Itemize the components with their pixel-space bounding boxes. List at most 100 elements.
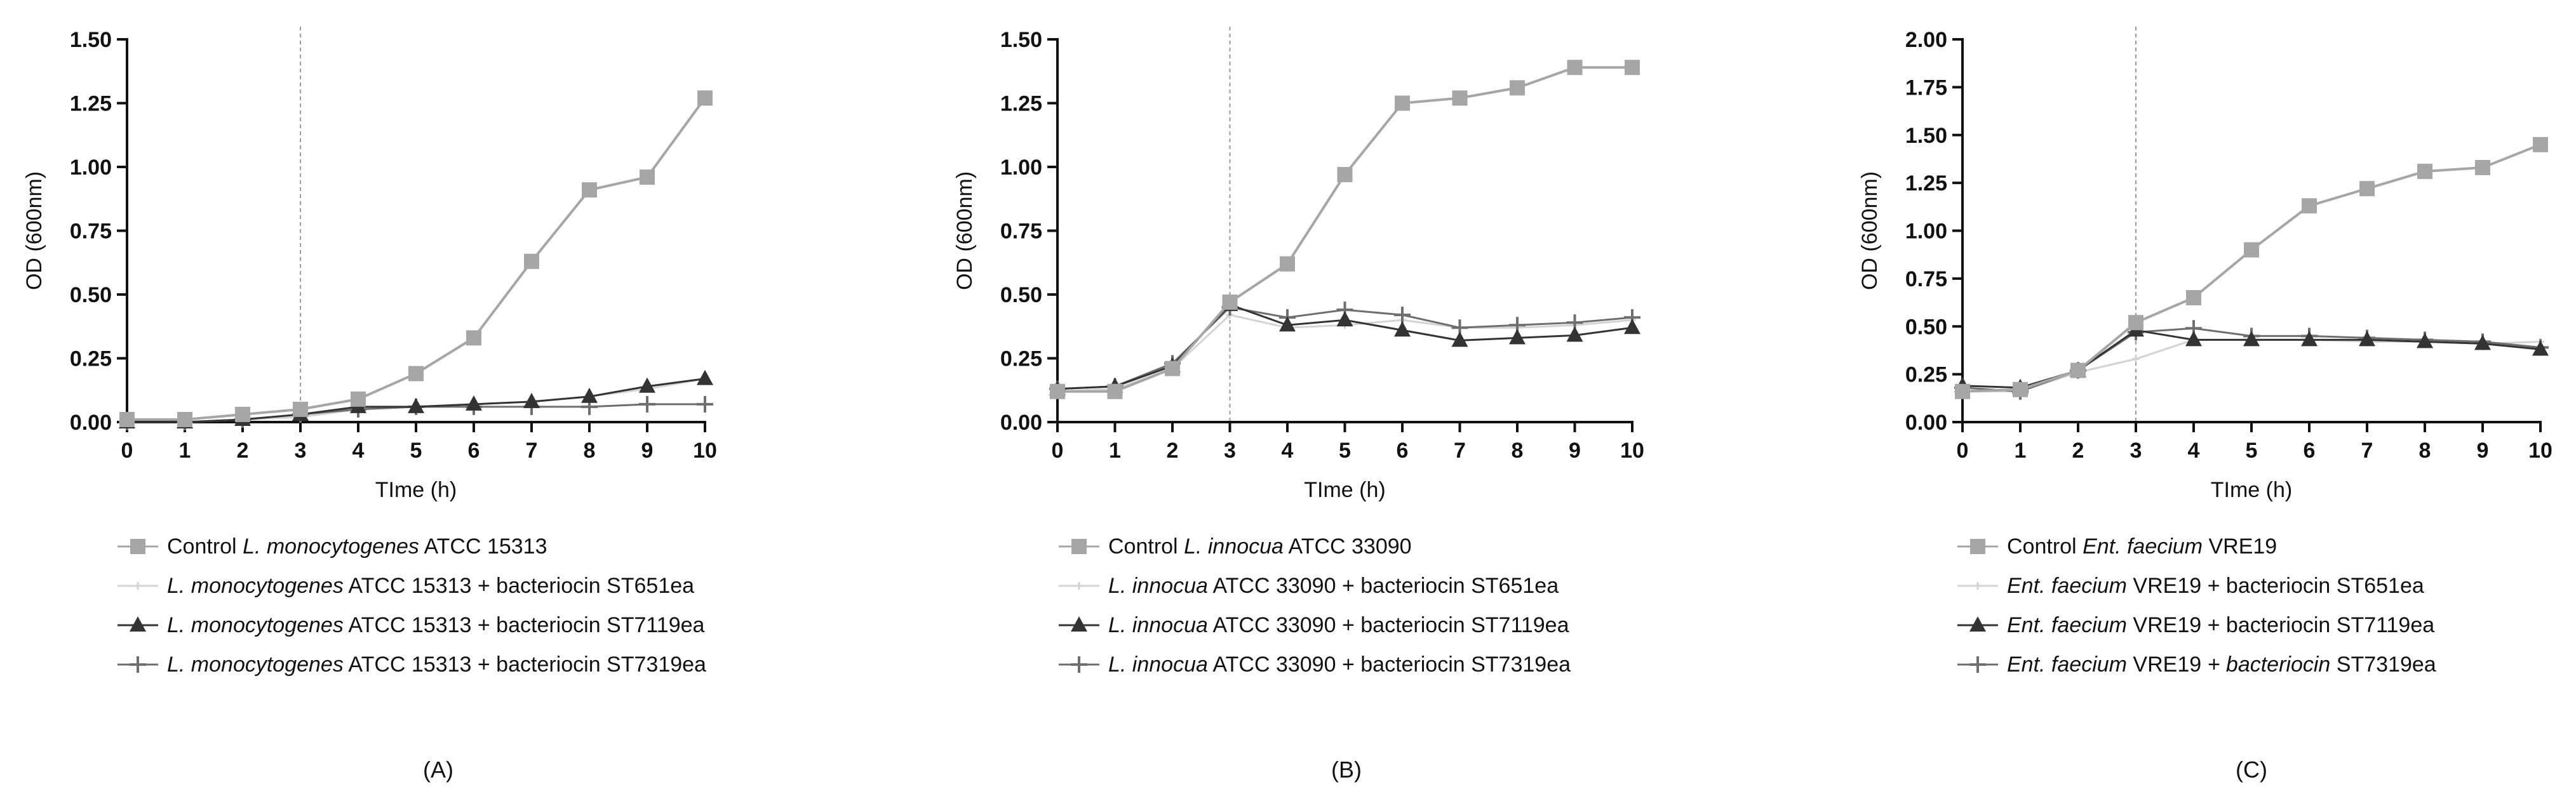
data-point-st7119ea bbox=[697, 369, 713, 385]
x-tick-label: 4 bbox=[352, 439, 365, 463]
data-point-st7119ea bbox=[1336, 311, 1353, 327]
x-tick-label: 2 bbox=[237, 439, 249, 463]
x-tick-label: 2 bbox=[1167, 439, 1179, 463]
legend-marker-control bbox=[130, 539, 145, 554]
legend-species: L. monocytogenes bbox=[167, 574, 344, 598]
legend-suffix: ATCC 33090 bbox=[1284, 534, 1412, 559]
data-point-control bbox=[1165, 361, 1180, 376]
x-tick-label: 3 bbox=[1224, 439, 1236, 463]
legend-entry-st7319ea: Ent. faecium VRE19 + bacteriocin ST7319e… bbox=[2007, 652, 2436, 677]
data-point-control bbox=[1222, 295, 1238, 310]
data-point-control bbox=[2417, 164, 2432, 180]
y-tick-label: 1.50 bbox=[1905, 124, 1947, 148]
y-tick-label: 0.50 bbox=[1000, 283, 1042, 307]
legend-entry-control: Control Ent. faecium VRE19 bbox=[2007, 534, 2277, 559]
legend-marker-st7319ea bbox=[1969, 656, 1986, 673]
data-point-control bbox=[1567, 60, 1583, 76]
panel-label: (B) bbox=[1331, 757, 1362, 783]
x-tick-label: 1 bbox=[2015, 439, 2027, 463]
legend-suffix: VRE19 bbox=[2127, 652, 2201, 677]
data-point-st7119ea bbox=[2532, 340, 2549, 356]
x-tick-label: 2 bbox=[2072, 439, 2084, 463]
legend-entry-st7119ea: Ent. faecium VRE19 + bacteriocin ST7119e… bbox=[2007, 613, 2434, 637]
legend-species: L. innocua bbox=[1108, 613, 1208, 637]
legend-suffix: ATCC 33090 + bacteriocin ST7119ea bbox=[1208, 613, 1569, 637]
x-tick-label: 3 bbox=[2130, 439, 2142, 463]
legend-suffix: VRE19 + bacteriocin ST651ea bbox=[2127, 574, 2424, 598]
data-point-control bbox=[466, 330, 481, 346]
data-point-control bbox=[1337, 167, 1353, 183]
data-point-st7319ea bbox=[1394, 307, 1411, 324]
y-tick-label: 2.00 bbox=[1905, 28, 1947, 52]
x-tick-label: 3 bbox=[295, 439, 307, 463]
x-tick-label: 7 bbox=[526, 439, 538, 463]
legend-entry-st651ea: L. innocua ATCC 33090 + bacteriocin ST65… bbox=[1108, 574, 1559, 598]
legend-prefix: Control bbox=[167, 534, 243, 559]
x-tick-label: 9 bbox=[1569, 439, 1581, 463]
y-tick-label: 1.75 bbox=[1905, 76, 1947, 100]
x-tick-label: 6 bbox=[2304, 439, 2316, 463]
data-point-control bbox=[2533, 136, 2548, 152]
x-tick-label: 8 bbox=[2419, 439, 2431, 463]
legend-marker-st7119ea bbox=[1071, 616, 1087, 632]
series-line-control bbox=[1057, 66, 1632, 393]
legend-suffix: ATCC 15313 + bacteriocin ST651ea bbox=[344, 574, 694, 598]
data-point-control bbox=[2070, 362, 2086, 378]
data-point-control bbox=[235, 406, 250, 422]
legend-suffix: ATCC 15313 + bacteriocin ST7119ea bbox=[344, 613, 705, 637]
legend-marker-control bbox=[1970, 539, 1985, 554]
x-tick-label: 10 bbox=[693, 439, 717, 463]
legend-species: Ent. faecium bbox=[2007, 613, 2127, 637]
y-tick-label: 1.25 bbox=[70, 92, 112, 116]
legend-suffix: VRE19 bbox=[2203, 534, 2277, 559]
legend-suffix: ATCC 33090 + bacteriocin ST7319ea bbox=[1208, 652, 1571, 677]
x-tick-label: 1 bbox=[179, 439, 191, 463]
x-tick-label: 7 bbox=[1454, 439, 1466, 463]
legend-entry-st7119ea: L. monocytogenes ATCC 15313 + bacterioci… bbox=[167, 613, 705, 637]
y-tick-label: 0.00 bbox=[1905, 411, 1947, 435]
legend-suffix-italic: + bacteriocin bbox=[2201, 652, 2330, 677]
chart-panel-a: 0.00 0.25 0.50 0.75 1.00 1.25 1.50 0 1 2 3 4 5 6 7 8 9 10… bbox=[22, 27, 717, 783]
y-tick-label: 0.50 bbox=[1905, 315, 1947, 339]
legend-suffix: ST7319ea bbox=[2330, 652, 2436, 677]
data-point-st7119ea bbox=[2474, 334, 2491, 350]
y-tick-label: 0.50 bbox=[70, 283, 112, 307]
y-tick-label: 1.00 bbox=[70, 156, 112, 180]
data-point-control bbox=[293, 401, 308, 417]
data-point-st7119ea bbox=[1394, 321, 1411, 337]
x-tick-label: 0 bbox=[121, 439, 133, 463]
x-tick-label: 8 bbox=[584, 439, 596, 463]
legend-suffix: ATCC 15313 + bacteriocin ST7319ea bbox=[344, 652, 706, 677]
y-tick-label: 1.25 bbox=[1905, 171, 1947, 195]
data-point-control bbox=[1625, 60, 1640, 76]
data-point-control bbox=[2359, 181, 2375, 197]
legend-entry-control: Control L. monocytogenes ATCC 15313 bbox=[167, 534, 547, 559]
data-point-control bbox=[697, 90, 713, 106]
data-point-control bbox=[1280, 256, 1295, 272]
data-point-st7119ea bbox=[2359, 331, 2375, 347]
data-point-control bbox=[2302, 198, 2317, 214]
x-tick-label: 10 bbox=[1620, 439, 1644, 463]
legend-marker-st651ea bbox=[134, 582, 142, 590]
legend-species: L. innocua bbox=[1108, 574, 1208, 598]
legend-prefix: Control bbox=[2007, 534, 2083, 559]
x-tick-label: 9 bbox=[2477, 439, 2489, 463]
legend-marker-st7319ea bbox=[130, 656, 146, 673]
x-tick-label: 6 bbox=[468, 439, 480, 463]
y-tick-label: 1.00 bbox=[1000, 156, 1042, 180]
data-point-st7119ea bbox=[639, 377, 655, 393]
data-point-control bbox=[1395, 95, 1410, 111]
legend-entry-st651ea: L. monocytogenes ATCC 15313 + bacterioci… bbox=[167, 574, 694, 598]
y-axis-title: OD (600nm) bbox=[22, 171, 46, 290]
data-point-control bbox=[582, 182, 597, 198]
chart-panel-b: 0.00 0.25 0.50 0.75 1.00 1.25 1.50 0 1 2 3 4 5 6 7 8 9 10… bbox=[953, 27, 1644, 783]
x-tick-label: 0 bbox=[1957, 439, 1969, 463]
legend-suffix: VRE19 + bacteriocin ST7119ea bbox=[2127, 613, 2434, 637]
data-point-control bbox=[1107, 383, 1123, 399]
data-point-st7119ea bbox=[581, 387, 598, 403]
legend-suffix: ATCC 33090 + bacteriocin ST651ea bbox=[1208, 574, 1559, 598]
data-point-control bbox=[2186, 290, 2201, 306]
data-point-st7119ea bbox=[2185, 331, 2202, 347]
data-point-st7119ea bbox=[1279, 316, 1296, 332]
panel-label: (C) bbox=[2236, 757, 2267, 783]
